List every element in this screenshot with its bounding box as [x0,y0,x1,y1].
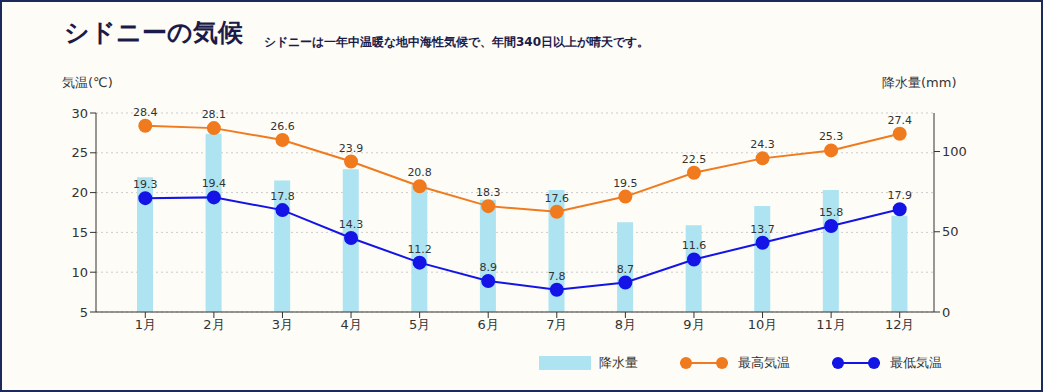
svg-text:10: 10 [71,265,88,280]
svg-text:5: 5 [80,305,88,320]
svg-text:20.8: 20.8 [407,166,432,179]
svg-text:28.4: 28.4 [133,106,158,119]
svg-text:19.4: 19.4 [202,177,227,190]
html-text:最高気温: 最高気温 [738,355,790,370]
svg-text:8月: 8月 [615,317,636,332]
svg-text:25.3: 25.3 [819,130,844,143]
svg-text:17.8: 17.8 [270,190,295,203]
svg-text:20: 20 [71,185,88,200]
svg-text:5月: 5月 [409,317,430,332]
svg-text:6月: 6月 [478,317,499,332]
svg-text:22.5: 22.5 [682,153,707,166]
svg-text:8.9: 8.9 [479,261,497,274]
svg-text:15.8: 15.8 [819,206,844,219]
svg-text:15: 15 [71,225,88,240]
html-text:気温(℃): 気温(℃) [62,75,113,90]
svg-text:11月: 11月 [816,317,846,332]
svg-text:17.6: 17.6 [545,192,570,205]
html-text:最低気温: 最低気温 [890,355,942,370]
svg-text:11.2: 11.2 [407,243,432,256]
svg-text:0: 0 [942,305,950,320]
svg-text:27.4: 27.4 [887,114,912,127]
html-text:降水量: 降水量 [599,355,638,370]
svg-text:3月: 3月 [272,317,293,332]
svg-text:4月: 4月 [340,317,361,332]
html-text:シドニーは一年中温暖な地中海性気候で、年間340日以上が晴天: シドニーは一年中温暖な地中海性気候で、年間340日以上が晴天です。 [264,35,650,49]
svg-text:30: 30 [71,106,88,121]
svg-text:26.6: 26.6 [270,120,295,133]
html-text:降水量(mm): 降水量(mm) [882,75,957,90]
svg-text:19.3: 19.3 [133,178,158,191]
svg-text:2月: 2月 [203,317,224,332]
svg-text:13.7: 13.7 [750,223,775,236]
svg-text:100: 100 [942,144,967,159]
svg-text:50: 50 [942,224,959,239]
svg-text:17.9: 17.9 [887,189,912,202]
svg-text:9月: 9月 [683,317,704,332]
svg-text:24.3: 24.3 [750,138,775,151]
html-text:シドニーの気候: シドニーの気候 [64,18,243,47]
svg-text:12月: 12月 [885,317,915,332]
svg-text:25: 25 [71,145,88,160]
svg-text:19.5: 19.5 [613,177,638,190]
svg-text:10月: 10月 [748,317,778,332]
svg-text:14.3: 14.3 [339,218,364,231]
svg-text:7.8: 7.8 [548,270,566,283]
svg-text:1月: 1月 [135,317,156,332]
svg-text:23.9: 23.9 [339,142,364,155]
svg-text:7月: 7月 [546,317,567,332]
svg-text:11.6: 11.6 [682,239,707,252]
svg-text:28.1: 28.1 [202,108,227,121]
svg-text:8.7: 8.7 [617,263,635,276]
svg-text:18.3: 18.3 [476,186,501,199]
